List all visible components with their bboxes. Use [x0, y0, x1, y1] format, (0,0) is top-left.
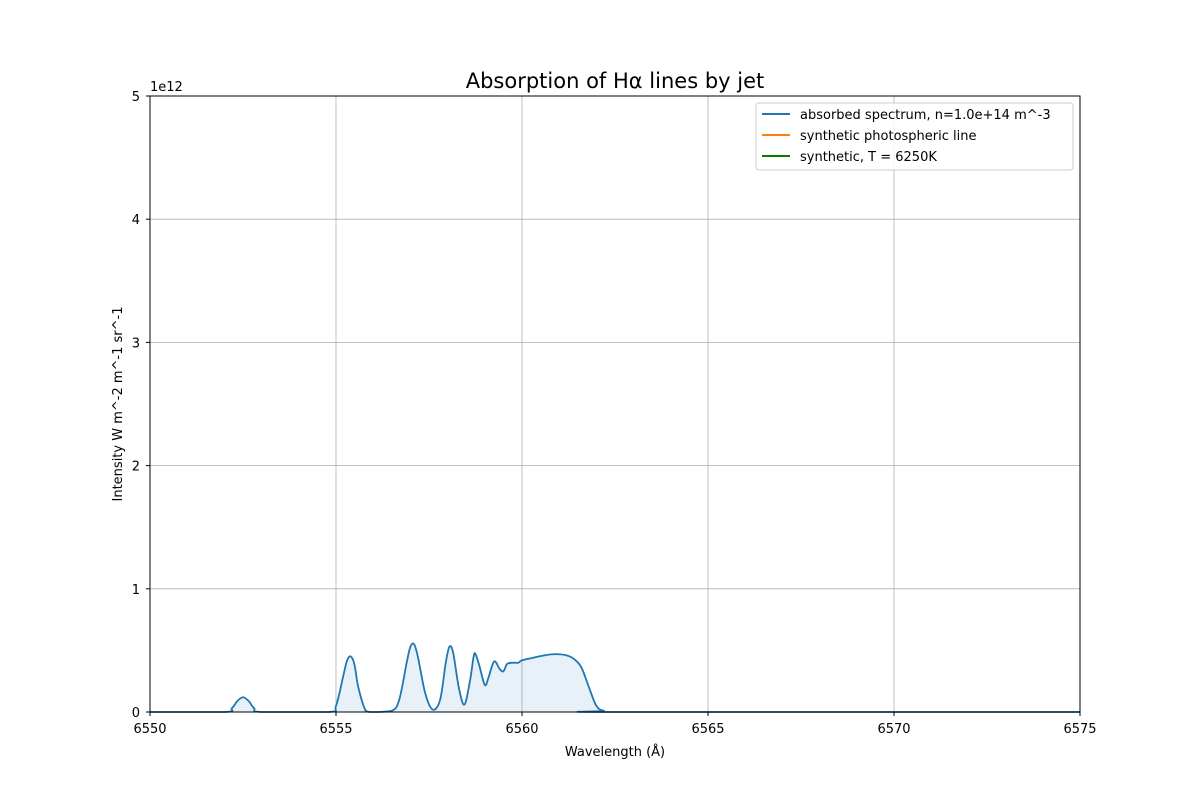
x-tick-label: 6570: [877, 722, 910, 737]
y-tick-label: 3: [132, 336, 140, 351]
legend-label-0: absorbed spectrum, n=1.0e+14 m^-3: [800, 108, 1051, 123]
axes-frame: [149, 95, 1081, 713]
series-lines: [150, 642, 1080, 713]
legend-label-2: synthetic, T = 6250K: [800, 150, 937, 165]
tick-labels: 6550 6555 6560 6565 6570 6575 0 1 2 3 4 5: [132, 90, 1097, 737]
y-tick-label: 5: [132, 90, 140, 105]
x-tick-label: 6575: [1063, 722, 1096, 737]
x-tick-label: 6560: [505, 722, 538, 737]
series-fill-area: [150, 643, 1080, 712]
grid: [149, 95, 1081, 713]
y-tick-label: 2: [132, 460, 140, 475]
y-tick-label: 1: [132, 583, 140, 598]
legend-label-1: synthetic photospheric line: [800, 129, 976, 144]
x-tick-label: 6555: [319, 722, 352, 737]
legend-box: [755, 102, 1074, 171]
series-line-0: [150, 642, 1080, 713]
x-tick-label: 6550: [133, 722, 166, 737]
x-axis-label: Wavelength (Å): [565, 744, 665, 760]
y-tick-label: 0: [132, 706, 140, 721]
y-offset-label: 1e12: [150, 80, 183, 95]
x-tick-label: 6565: [691, 722, 724, 737]
chart-title: Absorption of Hα lines by jet: [466, 69, 765, 93]
y-tick-label: 4: [132, 213, 140, 228]
y-axis-label: Intensity W m^-2 m^-1 sr^-1: [111, 307, 126, 502]
legend: absorbed spectrum, n=1.0e+14 m^-3 synthet…: [755, 102, 1074, 171]
